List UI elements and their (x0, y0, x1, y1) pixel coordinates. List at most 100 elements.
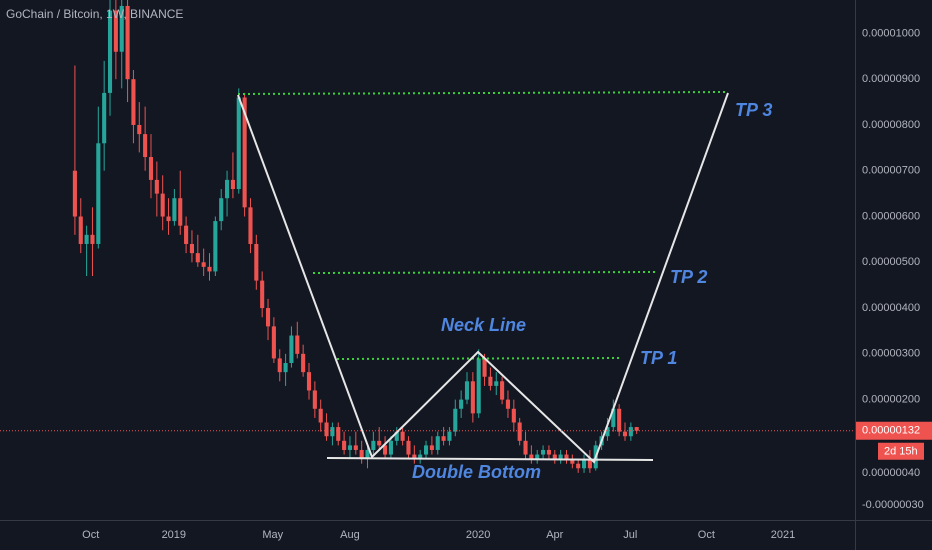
candle-body (406, 440, 411, 455)
candle-body (248, 207, 253, 244)
candle-body (383, 445, 388, 455)
candle-body (447, 431, 452, 441)
y-tick-label: 0.00000500 (862, 256, 920, 268)
x-tick-label: 2020 (466, 529, 490, 541)
candle-body (306, 372, 312, 391)
candle-body (184, 225, 189, 244)
candle-body (137, 124, 142, 135)
candle-body (564, 454, 569, 460)
annotation: TP 3 (735, 100, 772, 120)
candle-body (225, 179, 230, 199)
candle-body (342, 440, 347, 450)
candle-body (301, 353, 306, 373)
candle-body (78, 216, 83, 244)
candle-body (312, 390, 317, 409)
candle-body (546, 449, 551, 455)
countdown-box (878, 442, 924, 460)
y-tick-label: 0.00000400 (862, 302, 920, 314)
candle-body (219, 198, 224, 222)
candle-body (125, 5, 130, 80)
candle-body (359, 449, 364, 460)
bottom-line (326, 457, 654, 461)
candles (72, 0, 639, 473)
candle-body (365, 449, 370, 460)
candle-body (482, 358, 487, 377)
candle-body (476, 358, 481, 414)
candle-body (423, 445, 429, 455)
candle-body (558, 454, 563, 460)
pattern-line (237, 92, 729, 464)
candle-body (587, 459, 592, 469)
candle-body (523, 440, 528, 455)
x-tick-label: 2019 (162, 529, 186, 541)
x-tick-label: May (262, 529, 283, 541)
candle-body (336, 427, 341, 441)
x-tick-label: Oct (698, 529, 715, 541)
candle-body (459, 399, 464, 409)
candle-body (260, 280, 265, 309)
candle-body (324, 422, 329, 437)
candle-body (160, 193, 165, 217)
candle-body (418, 454, 423, 460)
candle-body (441, 436, 446, 441)
candle-body (611, 408, 616, 428)
candle-body (295, 335, 300, 354)
candle-body (271, 326, 276, 359)
candle-body (435, 436, 440, 450)
annotation: Double Bottom (412, 462, 541, 482)
last-price-label: 0.00000132 (862, 425, 920, 437)
candle-body (178, 198, 183, 226)
candle-body (464, 381, 470, 400)
y-tick-label: 0.00001000 (862, 27, 920, 39)
candle-body (453, 408, 458, 432)
candle-body (488, 376, 493, 386)
candle-body (113, 10, 118, 52)
drawings: TP 3 TP 2 TP 1 Neck Line Double Bottom (237, 91, 772, 482)
candle-body (541, 449, 546, 455)
candle-body (470, 381, 475, 414)
candle-body (289, 335, 294, 363)
candle-body (617, 408, 622, 432)
candle-body (388, 440, 393, 455)
x-tick-label: 2021 (771, 529, 795, 541)
candle-body (107, 10, 113, 93)
candle-body (172, 198, 177, 222)
candle-body (143, 134, 148, 158)
annotation: Neck Line (441, 315, 526, 335)
x-tick-label: Apr (546, 529, 563, 541)
candle-body (96, 143, 101, 244)
candle-body (535, 454, 540, 460)
candle-body (318, 408, 323, 423)
chart-title: GoChain / Bitcoin, 1W, BINANCE (6, 7, 183, 21)
candle-body (201, 262, 206, 267)
candle-body (628, 427, 633, 437)
tp3-line (237, 91, 729, 95)
x-tick-label: Aug (340, 529, 360, 541)
countdown-label: 2d 15h (884, 446, 918, 458)
candle-body (283, 362, 288, 373)
candle-body (581, 459, 587, 469)
candle-body (552, 454, 557, 460)
candle-body (242, 97, 247, 208)
candle-body (131, 79, 136, 125)
candle-body (277, 358, 282, 373)
candle-body (84, 234, 89, 244)
candle-body (254, 243, 259, 281)
candle-body (72, 170, 77, 217)
y-tick-label: 0.00000040 (862, 467, 920, 479)
x-tick-label: Jul (623, 529, 637, 541)
candle-body (494, 381, 499, 386)
y-tick-label: 0.00000800 (862, 119, 920, 131)
candle-body (570, 459, 575, 464)
candle-body (634, 427, 639, 431)
candle-body (500, 381, 505, 400)
candle-body (102, 92, 107, 144)
annotation: TP 2 (670, 267, 707, 287)
candle-body (236, 97, 241, 190)
candle-body (622, 431, 628, 437)
y-tick-label: -0.00000030 (862, 499, 924, 511)
tp2-line (312, 271, 656, 274)
candle-body (195, 253, 200, 263)
y-tick-label: 0.00000200 (862, 394, 920, 406)
